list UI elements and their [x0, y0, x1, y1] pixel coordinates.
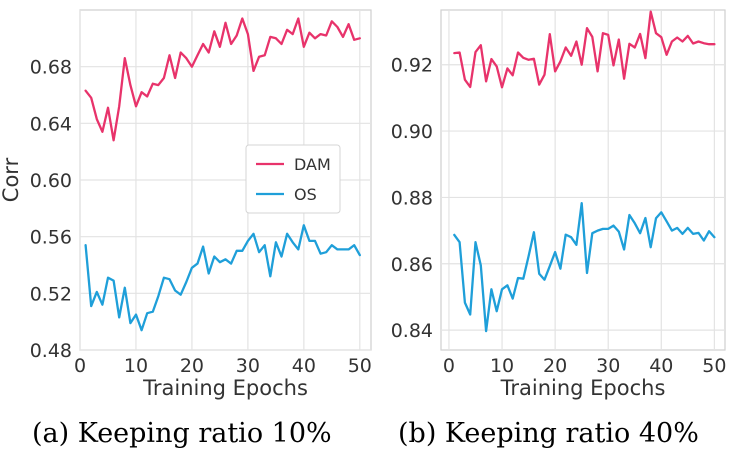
y-tick-label: 0.56: [30, 227, 72, 249]
y-tick-label: 0.84: [391, 320, 433, 342]
y-tick-label: 0.60: [30, 170, 72, 192]
legend-box: [245, 144, 341, 214]
x-tick-label: 50: [702, 355, 726, 377]
chart-panel-a: 0 10 20 30 40 50 0.48 0.52 0.56 0.60 0.64 0.68 Train…: [0, 9, 372, 400]
y-tick-label: 0.48: [30, 340, 72, 362]
y-tick-label: 0.92: [391, 55, 433, 77]
y-axis-label: Corr: [0, 157, 23, 202]
x-tick-label: 50: [348, 355, 372, 377]
x-tick-label: 0: [74, 355, 86, 377]
x-tick-label: 20: [543, 355, 567, 377]
series-line-dam: [453, 10, 716, 89]
x-axis-label: Training Epochs: [142, 376, 308, 400]
chart-panel-b: 0 10 20 30 40 50 0.84 0.86 0.88 0.90 0.92 Training …: [391, 9, 726, 400]
legend-label-dam: DAM: [294, 155, 331, 174]
y-tick-label: 0.64: [30, 113, 72, 135]
x-axis-label: Training Epochs: [500, 376, 666, 400]
y-tick-label: 0.88: [391, 187, 433, 209]
y-tick-label: 0.68: [30, 57, 72, 79]
plot-area: [440, 9, 726, 351]
x-tick-label: 10: [490, 355, 514, 377]
x-tick-label: 30: [236, 355, 260, 377]
x-tick-label: 20: [180, 355, 204, 377]
series-line-os: [453, 201, 716, 333]
x-tick-label: 10: [124, 355, 148, 377]
x-tick-label: 0: [443, 355, 455, 377]
x-tick-label: 40: [292, 355, 316, 377]
caption-a: (a) Keeping ratio 10%: [32, 418, 332, 449]
legend-label-os: OS: [294, 185, 317, 204]
series-line-os: [84, 224, 361, 332]
x-tick-label: 40: [649, 355, 673, 377]
y-tick-label: 0.90: [391, 121, 433, 143]
y-tick-label: 0.86: [391, 254, 433, 276]
legend: DAM OS: [245, 144, 341, 214]
x-tick-label: 30: [596, 355, 620, 377]
caption-b: (b) Keeping ratio 40%: [398, 418, 699, 449]
series-line-dam: [84, 17, 361, 142]
y-tick-label: 0.52: [30, 283, 72, 305]
